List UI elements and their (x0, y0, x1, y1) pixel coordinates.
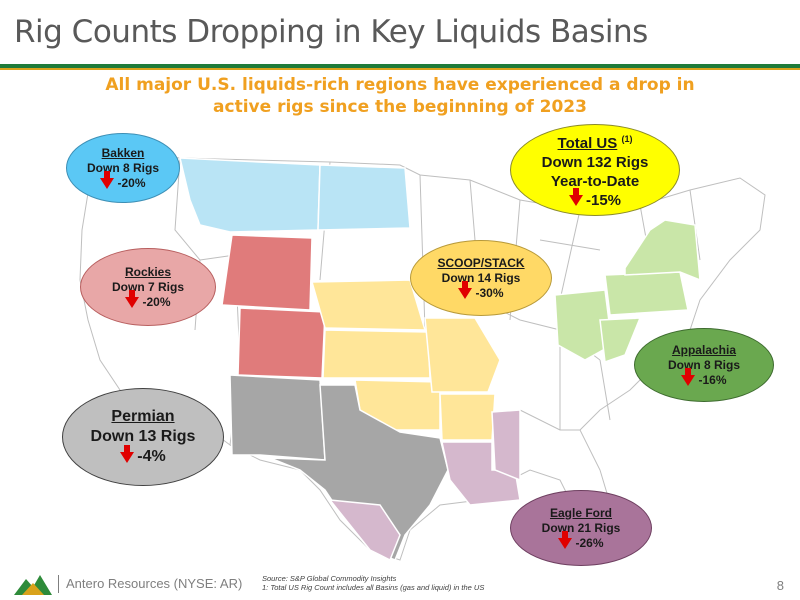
appalachia-name: Appalachia (671, 342, 737, 357)
page-title: Rig Counts Dropping in Key Liquids Basin… (14, 14, 648, 50)
rockies-pct: -20% (142, 294, 171, 309)
down-arrow-icon (458, 280, 473, 299)
map-region-pennsylvania (604, 271, 689, 316)
footer-note-line: 1: Total US Rig Count includes all Basin… (262, 583, 485, 592)
headline-line-2: active rigs since the beginning of 2023 (213, 97, 587, 117)
map-region-montana (179, 157, 321, 233)
eagle-ford-pct: -26% (575, 535, 604, 550)
title-rule-green (0, 64, 800, 68)
eagle-ford-rigs: Down 21 Rigs (541, 520, 621, 535)
bakken-pct: -20% (117, 175, 146, 190)
bakken-name: Bakken (101, 145, 145, 160)
map-region-new-mexico (229, 374, 326, 461)
headline: All major U.S. liquids-rich regions have… (90, 74, 710, 118)
map-region-wyoming (221, 234, 313, 311)
map-region-nebraska (311, 279, 427, 331)
permian-name: Permian (111, 408, 175, 425)
scoop-stack-rigs: Down 14 Rigs (441, 270, 521, 285)
total-us-ytd: Year-to-Date (550, 173, 640, 190)
map-region-new-york (624, 219, 701, 282)
us-map (79, 149, 766, 562)
permian-pct: -4% (137, 448, 166, 465)
antero-logo-icon (14, 575, 52, 595)
total-us-rigs: Down 132 Rigs (541, 154, 649, 171)
appalachia-rigs: Down 8 Rigs (667, 357, 740, 372)
map-region-colorado (237, 307, 326, 379)
down-arrow-icon (568, 188, 583, 206)
map-region-louisiana (441, 441, 521, 506)
down-arrow-icon (558, 530, 573, 549)
appalachia-callout: Appalachia Down 8 Rigs -16% (634, 328, 774, 402)
map-region-texas (269, 384, 449, 561)
map-region-arkansas (439, 393, 496, 441)
eagle-ford-name: Eagle Ford (549, 505, 612, 520)
permian-rigs: Down 13 Rigs (90, 428, 196, 445)
bakken-callout: Bakken Down 8 Rigs -20% (66, 133, 180, 203)
rockies-callout: Rockies Down 7 Rigs -20% (80, 248, 216, 326)
page-number: 8 (776, 578, 784, 593)
title-rule-gold (0, 68, 800, 70)
scoop-stack-pct: -30% (475, 285, 504, 300)
total-us-pct: -15% (585, 192, 622, 209)
bakken-rigs: Down 8 Rigs (86, 160, 159, 175)
map-region-south-texas (328, 499, 401, 562)
down-arrow-icon (125, 289, 140, 308)
scoop-stack-callout: SCOOP/STACK Down 14 Rigs -30% (410, 240, 552, 316)
total-us-callout: Total US (1) Down 132 Rigs Year-to-Date … (510, 124, 680, 216)
map-region-missouri (424, 317, 501, 393)
eagle-ford-callout: Eagle Ford Down 21 Rigs -26% (510, 490, 652, 566)
total-us-name: Total US (557, 135, 618, 152)
map-region-north-dakota (317, 164, 411, 231)
permian-callout: Permian Down 13 Rigs -4% (62, 388, 224, 486)
rockies-name: Rockies (124, 264, 172, 279)
down-arrow-icon (120, 444, 135, 463)
footer-separator (58, 575, 59, 593)
map-region-kansas (322, 329, 431, 379)
rockies-rigs: Down 7 Rigs (111, 279, 184, 294)
down-arrow-icon (681, 367, 696, 386)
map-region-west-virginia (599, 317, 642, 364)
map-region-ohio (554, 289, 613, 361)
footer-source-line: Source: S&P Global Commodity Insights (262, 574, 397, 583)
footer-source: Source: S&P Global Commodity Insights 1:… (262, 574, 484, 592)
appalachia-pct: -16% (698, 372, 727, 387)
total-us-footnote-ref: (1) (621, 134, 633, 144)
down-arrow-icon (100, 170, 115, 189)
footer-company: Antero Resources (NYSE: AR) (66, 576, 243, 591)
headline-line-1: All major U.S. liquids-rich regions have… (105, 75, 695, 95)
scoop-stack-name: SCOOP/STACK (437, 255, 525, 270)
map-region-mississippi (491, 409, 521, 482)
